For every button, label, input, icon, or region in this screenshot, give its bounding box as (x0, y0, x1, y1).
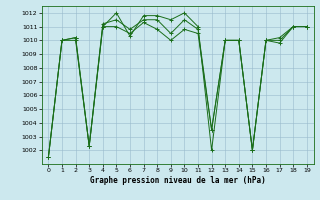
X-axis label: Graphe pression niveau de la mer (hPa): Graphe pression niveau de la mer (hPa) (90, 176, 266, 185)
